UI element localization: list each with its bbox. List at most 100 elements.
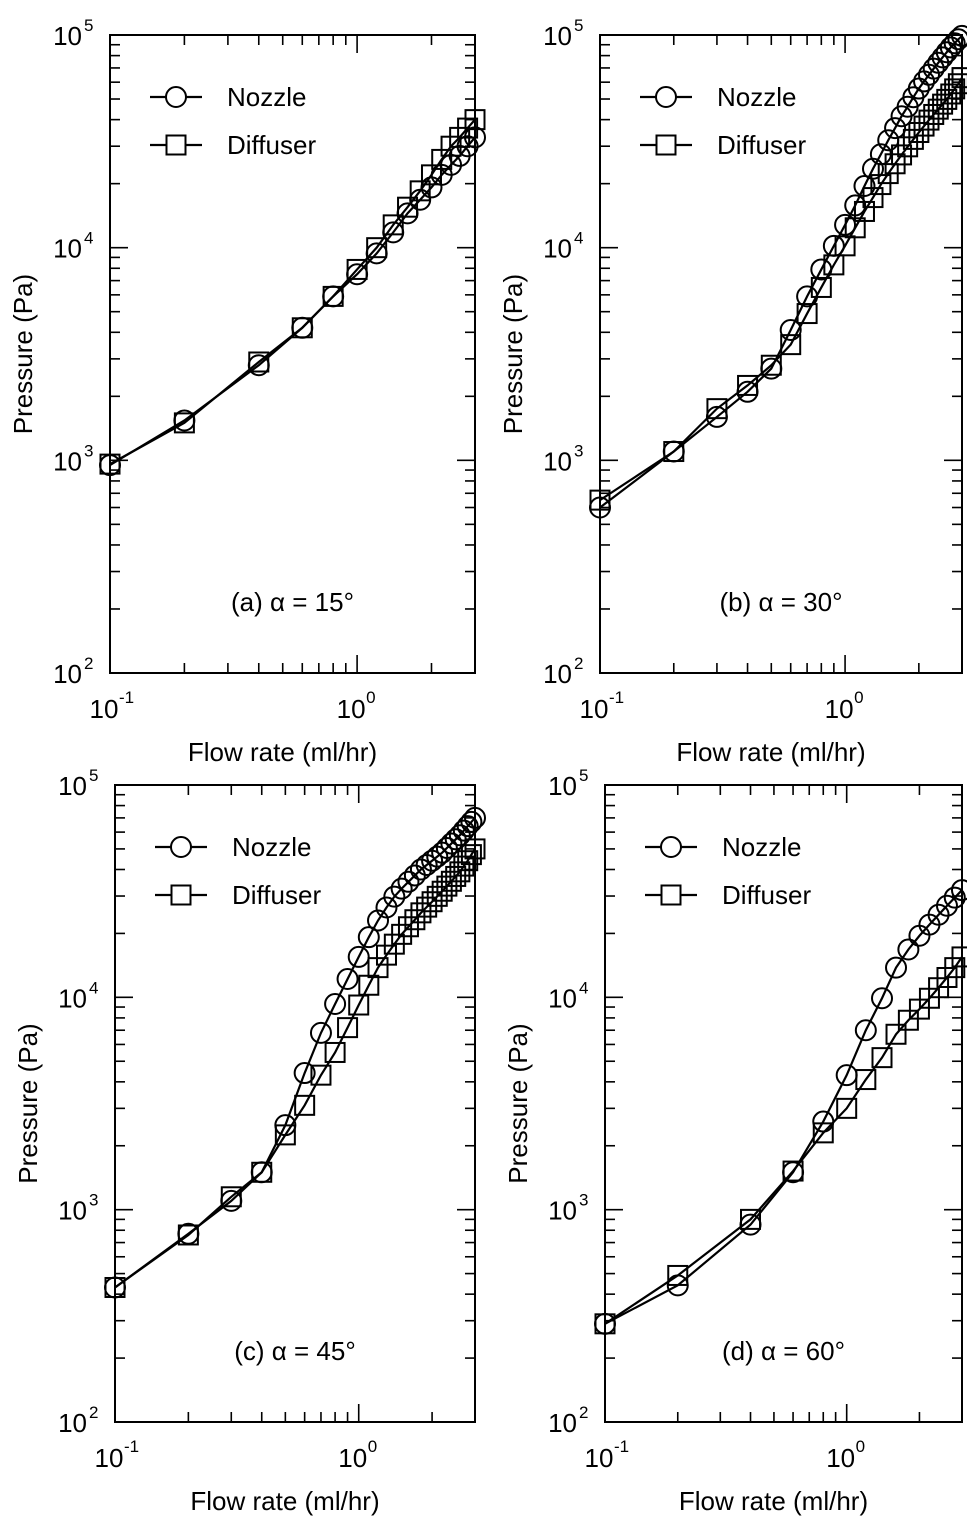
y-tick-label-exponent: 3 bbox=[89, 1191, 98, 1210]
diffuser-data-point bbox=[947, 73, 967, 95]
diffuser-data-point bbox=[667, 1264, 689, 1286]
x-tick-label: 10 bbox=[580, 694, 609, 724]
diffuser-data-point bbox=[104, 1276, 126, 1298]
x-tick-label-exponent: -1 bbox=[124, 1437, 139, 1456]
x-axis-label: Flow rate (ml/hr) bbox=[190, 1486, 379, 1516]
x-axis-label: Flow rate (ml/hr) bbox=[676, 737, 865, 767]
x-tick-label: 10 bbox=[338, 1443, 367, 1473]
x-tick-label-exponent: 0 bbox=[854, 688, 863, 707]
diffuser-data-point bbox=[382, 214, 404, 236]
diffuser-data-point bbox=[862, 187, 884, 209]
plot-frame bbox=[599, 34, 963, 674]
nozzle-data-point bbox=[409, 858, 432, 881]
panel-label: (b) α = 30° bbox=[720, 587, 843, 617]
diffuser-data-point bbox=[836, 1097, 858, 1119]
diffuser-data-point bbox=[397, 916, 419, 938]
nozzle-data-point bbox=[943, 32, 966, 55]
diffuser-data-point bbox=[322, 285, 344, 307]
nozzle-data-point bbox=[947, 28, 967, 51]
panel-label: (d) α = 60° bbox=[722, 1336, 845, 1366]
y-axis-label: Pressure (Pa) bbox=[503, 1023, 533, 1183]
diffuser-data-point bbox=[936, 88, 958, 110]
y-tick-label-exponent: 4 bbox=[84, 229, 93, 248]
y-tick-label: 10 bbox=[58, 1196, 87, 1226]
nozzle-data-point bbox=[397, 870, 420, 893]
x-tick-label: 10 bbox=[95, 1443, 124, 1473]
y-tick-label-exponent: 5 bbox=[579, 766, 588, 785]
y-tick-label: 10 bbox=[548, 1408, 577, 1438]
diffuser-data-point bbox=[409, 180, 431, 202]
y-tick-label-exponent: 5 bbox=[84, 16, 93, 35]
legend-label-diffuser: Diffuser bbox=[722, 880, 811, 910]
diffuser-data-point bbox=[594, 1313, 616, 1335]
plot-frame bbox=[604, 784, 963, 1423]
nozzle-data-point bbox=[951, 24, 967, 47]
y-tick-label: 10 bbox=[53, 234, 82, 264]
nozzle-data-point bbox=[460, 810, 483, 833]
diffuser-data-point bbox=[740, 1208, 762, 1230]
nozzle-data-point bbox=[885, 956, 908, 979]
diffuser-data-point bbox=[99, 453, 121, 475]
panel-label: (a) α = 15° bbox=[231, 587, 354, 617]
diffuser-data-point bbox=[823, 254, 845, 276]
y-tick-label-exponent: 5 bbox=[574, 16, 583, 35]
nozzle-data-point bbox=[383, 885, 406, 908]
nozzle-data-point bbox=[779, 319, 802, 342]
series-line-nozzle bbox=[109, 136, 476, 467]
y-tick-label: 10 bbox=[58, 1408, 87, 1438]
nozzle-data-point bbox=[939, 36, 962, 59]
nozzle-data-point bbox=[324, 993, 347, 1016]
diffuser-data-point bbox=[944, 957, 966, 979]
y-tick-label-exponent: 5 bbox=[89, 766, 98, 785]
y-tick-label-exponent: 4 bbox=[579, 978, 588, 997]
diffuser-data-point bbox=[870, 174, 892, 196]
legend-square-icon bbox=[165, 134, 187, 156]
nozzle-data-point bbox=[897, 938, 920, 961]
legend-label-diffuser: Diffuser bbox=[717, 130, 806, 160]
diffuser-data-point bbox=[251, 1161, 273, 1183]
nozzle-data-point bbox=[884, 117, 907, 140]
nozzle-data-point bbox=[367, 909, 390, 932]
y-tick-label: 10 bbox=[53, 659, 82, 689]
x-tick-label: 10 bbox=[90, 694, 119, 724]
diffuser-data-point bbox=[902, 128, 924, 150]
diffuser-data-point bbox=[782, 1160, 804, 1182]
diffuser-data-point bbox=[897, 1009, 919, 1031]
y-tick-label-exponent: 3 bbox=[574, 441, 583, 460]
legend-label-diffuser: Diffuser bbox=[232, 880, 321, 910]
y-tick-label: 10 bbox=[548, 983, 577, 1013]
nozzle-data-point bbox=[464, 806, 486, 829]
diffuser-data-point bbox=[346, 258, 368, 280]
y-tick-label: 10 bbox=[543, 21, 572, 51]
diffuser-data-point bbox=[663, 441, 685, 463]
nozzle-data-point bbox=[375, 896, 398, 919]
x-tick-label: 10 bbox=[337, 694, 366, 724]
x-axis-label: Flow rate (ml/hr) bbox=[679, 1486, 868, 1516]
y-tick-label-exponent: 2 bbox=[89, 1403, 98, 1422]
diffuser-data-point bbox=[337, 1017, 359, 1039]
diffuser-data-point bbox=[220, 1186, 242, 1208]
y-tick-label: 10 bbox=[53, 446, 82, 476]
y-tick-label-exponent: 4 bbox=[574, 229, 583, 248]
y-tick-label-exponent: 2 bbox=[574, 654, 583, 673]
diffuser-data-point bbox=[944, 78, 966, 100]
legend-square-icon bbox=[655, 134, 677, 156]
plot-frame bbox=[114, 784, 476, 1423]
x-tick-label-exponent: 0 bbox=[366, 688, 375, 707]
y-axis-label: Pressure (Pa) bbox=[498, 274, 528, 434]
legend-label-diffuser: Diffuser bbox=[227, 130, 316, 160]
diffuser-data-point bbox=[457, 117, 479, 139]
diffuser-data-point bbox=[457, 850, 479, 872]
legend-circle-icon bbox=[170, 836, 192, 858]
diffuser-data-point bbox=[248, 351, 270, 373]
nozzle-data-point bbox=[357, 926, 380, 949]
legend-square-icon bbox=[170, 884, 192, 906]
panel-label: (c) α = 45° bbox=[234, 1336, 356, 1366]
y-tick-label: 10 bbox=[543, 446, 572, 476]
y-tick-label: 10 bbox=[543, 659, 572, 689]
diffuser-data-point bbox=[589, 489, 611, 511]
nozzle-data-point bbox=[336, 967, 359, 990]
diffuser-data-point bbox=[324, 1041, 346, 1063]
